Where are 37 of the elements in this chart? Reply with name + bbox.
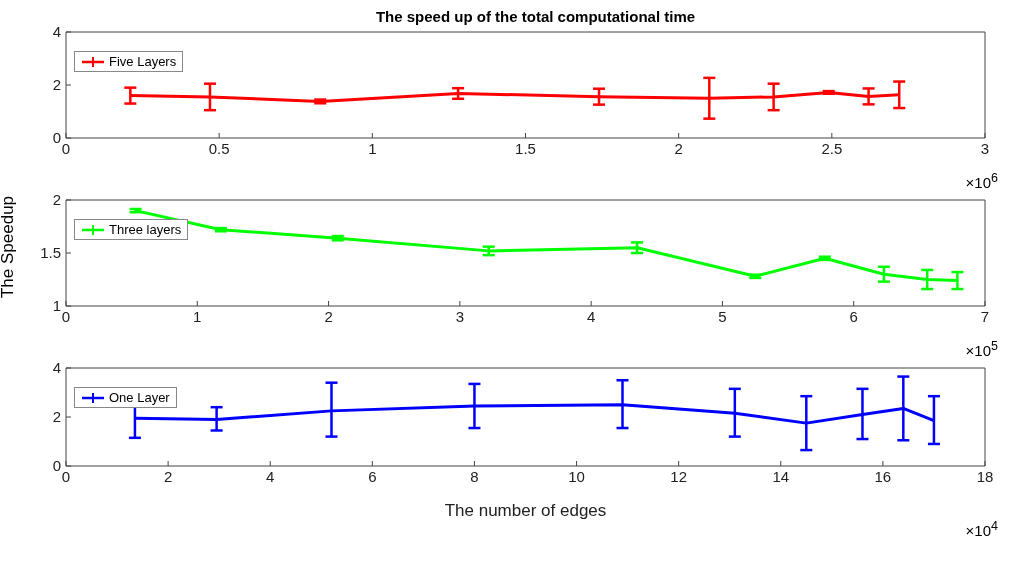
x-tick-label: 1 bbox=[193, 307, 202, 325]
y-tick-label: 2 bbox=[52, 191, 61, 209]
x-tick-label: 7 bbox=[980, 307, 990, 325]
x-axis-title: The number of edges bbox=[444, 501, 607, 520]
y-tick-label: 4 bbox=[52, 23, 61, 41]
x-tick-label: 4 bbox=[266, 467, 275, 485]
x-tick-label: 1 bbox=[368, 139, 377, 157]
y-tick-label: 4 bbox=[52, 359, 61, 377]
x-tick-label: 2 bbox=[674, 139, 683, 157]
x-tick-label: 2.5 bbox=[821, 139, 843, 157]
x-tick-label: 4 bbox=[586, 307, 596, 325]
x-tick-label: 3 bbox=[980, 139, 990, 157]
x-tick-label: 3 bbox=[455, 307, 465, 325]
text: ×10$^{5}$ bbox=[965, 339, 998, 359]
x-tick-label: 18 bbox=[976, 467, 994, 485]
x-tick-label: 14 bbox=[772, 467, 790, 485]
x-tick-label: 2 bbox=[324, 307, 333, 325]
y-tick-label: 2 bbox=[52, 76, 61, 94]
x-tick-label: 2 bbox=[163, 467, 173, 485]
text: ×10$^{4}$ bbox=[965, 519, 998, 539]
x-tick-label: 0.5 bbox=[208, 139, 230, 157]
x-tick-label: 10 bbox=[568, 467, 585, 485]
legend-label: Three layers bbox=[109, 222, 182, 237]
y-tick-label: 1.5 bbox=[40, 244, 61, 262]
text: ×10$^{6}$ bbox=[965, 171, 998, 191]
x-tick-label: 1.5 bbox=[515, 139, 536, 157]
x-tick-label: 16 bbox=[874, 467, 892, 485]
y-tick-label: 2 bbox=[52, 408, 61, 426]
x-tick-label: 6 bbox=[849, 307, 858, 325]
legend-label: One Layer bbox=[109, 390, 170, 405]
chart-title: The speed up of the total computational time bbox=[374, 8, 697, 25]
x-tick-label: 8 bbox=[470, 467, 479, 485]
x-tick-label: 12 bbox=[670, 467, 688, 485]
y-axis-title: The Speedup bbox=[0, 195, 18, 299]
legend-label: Five Layers bbox=[109, 54, 177, 69]
x-tick-label: 6 bbox=[368, 467, 377, 485]
x-tick-label: 5 bbox=[718, 307, 727, 325]
